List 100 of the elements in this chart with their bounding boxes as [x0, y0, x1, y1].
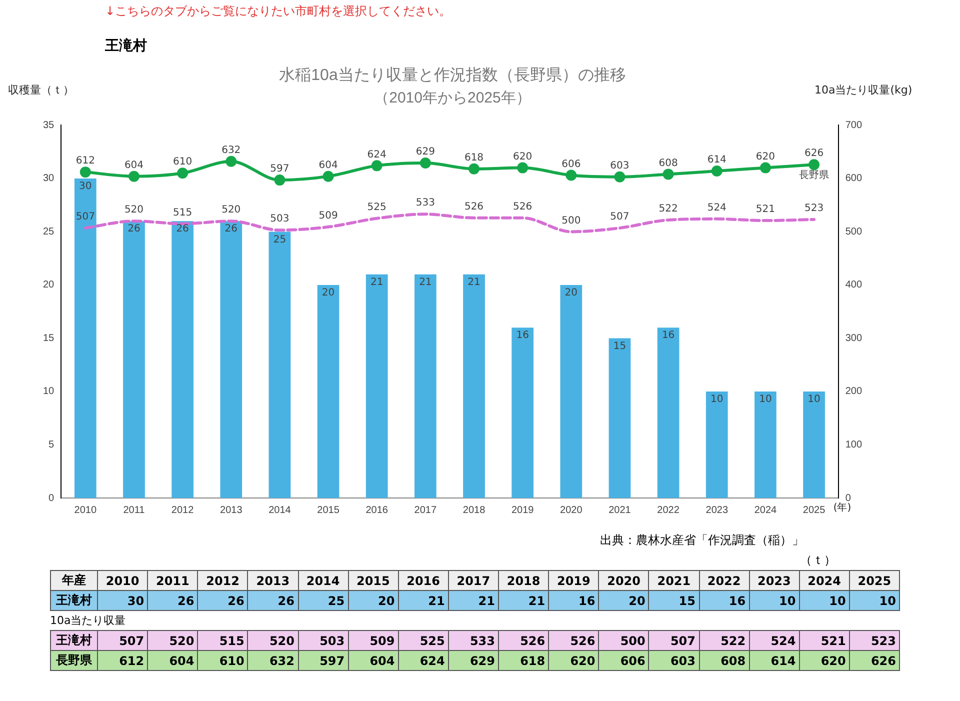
data-label: 26: [176, 224, 189, 235]
y-tick-label: 王滝村: [50, 590, 98, 610]
data-label: 507: [98, 630, 148, 650]
data-label: 524: [749, 630, 800, 650]
x-tick-label: 2014: [268, 504, 292, 516]
data-label: 500: [598, 630, 649, 650]
x-tick-label: 2015: [317, 504, 340, 516]
bar: [172, 221, 194, 498]
data-label: 520: [248, 630, 298, 650]
data-label: 606: [598, 650, 649, 670]
bar: [608, 338, 631, 498]
data-label: 606: [562, 158, 581, 170]
y-tick-label: 20: [43, 280, 55, 291]
data-label: 523: [804, 203, 824, 214]
x-tick-label: 2014: [298, 570, 348, 590]
data-label: 597: [298, 650, 348, 670]
y-tick-label: 5: [48, 439, 55, 450]
data-label: 533: [448, 630, 498, 650]
bar: [463, 274, 485, 498]
point: [468, 163, 480, 174]
bar: [560, 284, 582, 498]
data-label: 20: [598, 590, 649, 610]
bar: [366, 274, 388, 498]
x-tick-label: 2025: [849, 570, 900, 590]
y2-tick-label: 500: [845, 226, 862, 238]
data-label: 522: [699, 630, 750, 650]
data-label: 608: [699, 650, 750, 670]
x-tick-label: 2012: [171, 504, 194, 516]
data-label: 610: [198, 650, 248, 670]
x-tick-label: 2012: [198, 570, 248, 590]
data-label: 604: [318, 160, 338, 171]
x-tick-label: 2022: [657, 504, 680, 516]
data-label: 526: [498, 630, 549, 650]
data-label: 524: [707, 202, 726, 214]
data-label: 507: [76, 212, 95, 223]
x-tick-label: 2020: [598, 570, 649, 590]
point: [371, 160, 382, 172]
data-label: 503: [270, 214, 290, 225]
data-label: 21: [370, 276, 384, 288]
x-tick-label: 2017: [414, 504, 437, 516]
x-tick-label: 2020: [560, 504, 583, 516]
x-tick-label: 2011: [123, 504, 146, 516]
data-label: 10: [808, 394, 820, 406]
data-label: 25: [273, 234, 286, 246]
x-tick-label: 2018: [462, 504, 486, 516]
y2-axis-title: 10a当たり収量(kg): [814, 84, 912, 97]
data-label: 525: [398, 630, 448, 650]
data-label: 21: [468, 276, 480, 288]
data-label: 520: [222, 204, 241, 216]
data-label: 16: [699, 590, 750, 610]
data-label: 26: [148, 590, 198, 610]
y-tick-label: 35: [43, 120, 55, 131]
data-label: 620: [548, 650, 599, 670]
point: [226, 156, 237, 167]
data-label: 509: [348, 630, 398, 650]
data-label: 10: [749, 590, 800, 610]
point: [566, 170, 577, 181]
y2-tick-label: 100: [845, 439, 862, 450]
x-tick-label: 2019: [548, 570, 599, 590]
data-label: 520: [124, 204, 144, 216]
annotation: （ｔ）: [800, 552, 836, 569]
x-tick-label: 2023: [749, 570, 800, 590]
data-label: 626: [849, 650, 900, 670]
data-label: 21: [398, 590, 448, 610]
y-axis-title: 収穫量（ｔ）: [8, 84, 74, 97]
data-label: 523: [849, 630, 900, 650]
point: [80, 166, 91, 178]
x-tick-label: 2022: [699, 570, 750, 590]
x-tick-label: 2021: [608, 504, 632, 516]
data-label: 618: [498, 650, 549, 670]
point: [322, 170, 334, 182]
bar: [803, 391, 825, 498]
x-tick-label: 2010: [98, 570, 148, 590]
bar: [268, 232, 291, 498]
data-label: 604: [148, 650, 198, 670]
point: [517, 162, 528, 174]
data-label: 16: [662, 330, 675, 342]
x-tick-label: 2013: [248, 570, 298, 590]
x-tick-label: 2021: [648, 570, 699, 590]
y2-tick-label: 200: [845, 386, 862, 398]
data-label: 10: [759, 394, 772, 406]
data-label: 26: [128, 224, 140, 235]
data-label: 20: [322, 288, 335, 299]
data-label: 509: [318, 210, 338, 222]
data-label: 526: [548, 630, 599, 650]
x-tick-label: 2011: [148, 570, 198, 590]
data-label: 632: [248, 650, 298, 670]
y2-tick-label: 400: [845, 280, 862, 291]
x-tick-label: 2010: [74, 504, 97, 516]
y2-tick-label: 600: [845, 173, 862, 184]
y-tick-label: 長野県: [50, 650, 98, 670]
point: [808, 159, 820, 170]
x-tick-label: 2024: [799, 570, 850, 590]
data-label: 604: [348, 650, 398, 670]
series-label: 長野県: [799, 170, 830, 182]
data-label: 520: [148, 630, 198, 650]
data-label: 522: [658, 204, 678, 215]
x-tick-label: 2023: [706, 504, 728, 516]
chart-subtitle: （2010年から2025年）: [374, 89, 531, 106]
y-tick-label: 王滝村: [50, 630, 98, 650]
